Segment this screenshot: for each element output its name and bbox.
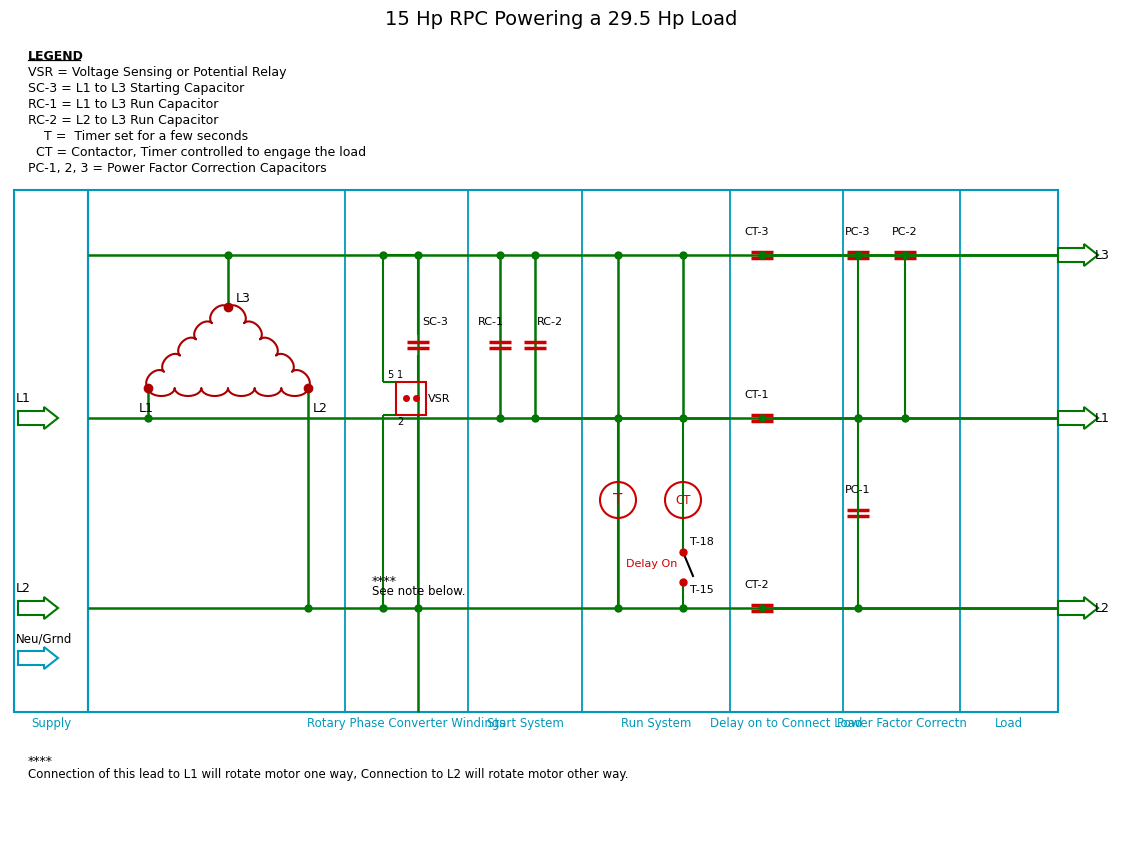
Polygon shape [18, 407, 58, 429]
Text: RC-2 = L2 to L3 Run Capacitor: RC-2 = L2 to L3 Run Capacitor [28, 114, 219, 127]
Text: L1: L1 [1095, 411, 1110, 424]
Text: CT = Contactor, Timer controlled to engage the load: CT = Contactor, Timer controlled to enga… [28, 146, 366, 159]
Text: CT: CT [675, 494, 691, 507]
Text: L1: L1 [16, 392, 31, 405]
Polygon shape [18, 597, 58, 619]
Text: SC-3: SC-3 [422, 317, 448, 327]
Text: 5: 5 [387, 370, 393, 380]
Polygon shape [1058, 407, 1098, 429]
Text: Run System: Run System [620, 717, 691, 730]
Text: See note below.: See note below. [373, 585, 466, 598]
Text: VSR: VSR [427, 394, 451, 404]
Text: RC-1 = L1 to L3 Run Capacitor: RC-1 = L1 to L3 Run Capacitor [28, 98, 219, 111]
Text: VSR = Voltage Sensing or Potential Relay: VSR = Voltage Sensing or Potential Relay [28, 66, 286, 79]
Text: ****: **** [28, 755, 53, 768]
Text: RC-2: RC-2 [537, 317, 563, 327]
Text: ****: **** [373, 575, 397, 588]
Text: L2: L2 [1095, 602, 1110, 615]
Text: 15 Hp RPC Powering a 29.5 Hp Load: 15 Hp RPC Powering a 29.5 Hp Load [385, 10, 737, 29]
Text: CT-2: CT-2 [744, 580, 769, 590]
Polygon shape [18, 647, 58, 669]
Text: 2: 2 [397, 417, 403, 427]
Text: 1: 1 [397, 370, 403, 380]
Text: Neu/Grnd: Neu/Grnd [16, 632, 73, 645]
Text: Delay on to Connect Load: Delay on to Connect Load [710, 717, 863, 730]
Bar [396, 382, 426, 415]
Text: Start System: Start System [487, 717, 563, 730]
Text: L1: L1 [138, 402, 154, 415]
Text: T: T [614, 492, 623, 507]
Text: Load: Load [995, 717, 1023, 730]
Text: Supply: Supply [31, 717, 71, 730]
Polygon shape [1058, 244, 1098, 266]
Text: RC-1: RC-1 [478, 317, 504, 327]
Text: Delay On: Delay On [626, 559, 677, 569]
Text: PC-3: PC-3 [845, 227, 871, 237]
Text: T-15: T-15 [690, 585, 714, 595]
Text: L2: L2 [313, 402, 328, 415]
Text: L2: L2 [16, 582, 31, 595]
Text: T-18: T-18 [690, 537, 714, 547]
Bar [88, 190, 1058, 712]
Text: L3: L3 [236, 292, 251, 305]
Text: Rotary Phase Converter Windings: Rotary Phase Converter Windings [307, 717, 506, 730]
Text: PC-1: PC-1 [845, 485, 871, 495]
Text: T =  Timer set for a few seconds: T = Timer set for a few seconds [28, 130, 248, 143]
Text: PC-1, 2, 3 = Power Factor Correction Capacitors: PC-1, 2, 3 = Power Factor Correction Cap… [28, 162, 327, 175]
Bar [13, 190, 88, 712]
Text: PC-2: PC-2 [892, 227, 918, 237]
Text: LEGEND: LEGEND [28, 50, 84, 63]
Text: CT-3: CT-3 [744, 227, 769, 237]
Text: Connection of this lead to L1 will rotate motor one way, Connection to L2 will r: Connection of this lead to L1 will rotat… [28, 768, 628, 781]
Text: SC-3 = L1 to L3 Starting Capacitor: SC-3 = L1 to L3 Starting Capacitor [28, 82, 245, 95]
Text: L3: L3 [1095, 248, 1110, 262]
Text: CT-1: CT-1 [744, 390, 769, 400]
Polygon shape [1058, 597, 1098, 619]
Text: Power Factor Correctn: Power Factor Correctn [837, 717, 966, 730]
